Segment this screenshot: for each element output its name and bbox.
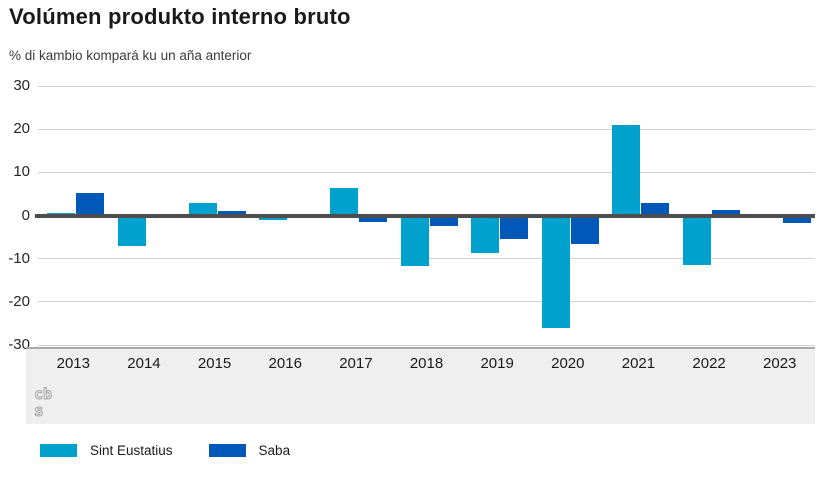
bar-saba-2021[interactable]: [641, 202, 670, 216]
svg-text:cb: cb: [34, 385, 52, 403]
y-tick--30: -30: [8, 336, 30, 353]
bar-saba-2019[interactable]: [500, 215, 529, 240]
gridline-30: [38, 85, 815, 87]
legend-swatch-saba: [208, 444, 246, 457]
bar-saba-2023[interactable]: [782, 215, 811, 223]
legend-label: Sint Eustatius: [90, 443, 173, 458]
y-tick-20: 20: [13, 120, 30, 138]
gridline-20: [38, 128, 815, 130]
bar-sint-eustatius-2020[interactable]: [541, 215, 570, 328]
chart-title: Volúmen produkto interno bruto: [9, 4, 351, 29]
x-axis-band: 2013 2014 2015 2016 2017 2018 2019 2020 2021 2022…: [26, 347, 815, 424]
bar-sint-eustatius-2022[interactable]: [683, 215, 712, 265]
x-label-2022: 2022: [692, 355, 726, 372]
bar-saba-2013[interactable]: [76, 192, 105, 216]
bar-saba-2015[interactable]: [217, 211, 246, 216]
bar-saba-2022[interactable]: [712, 209, 741, 216]
x-label-2017: 2017: [339, 355, 373, 372]
gridline--20: [38, 301, 815, 303]
x-label-2014: 2014: [127, 355, 161, 372]
bar-saba-2017[interactable]: [358, 215, 387, 223]
x-label-2018: 2018: [409, 355, 444, 372]
x-label-2021: 2021: [621, 355, 656, 372]
legend-swatch-sint-eustatius: [40, 444, 77, 457]
bar-sint-eustatius-2018[interactable]: [400, 215, 429, 266]
svg-text:s: s: [34, 401, 44, 420]
y-tick-10: 10: [13, 163, 30, 181]
bar-saba-2018[interactable]: [429, 215, 458, 226]
bar-sint-eustatius-2014[interactable]: [117, 215, 146, 246]
plot-area: [35, 85, 815, 346]
y-tick--10: -10: [8, 249, 30, 267]
x-label-2020: 2020: [551, 355, 585, 372]
y-tick-0: 0: [21, 206, 30, 224]
legend-item-saba[interactable]: Saba: [208, 443, 291, 458]
x-label-2013: 2013: [56, 355, 90, 372]
gridline--30: [38, 344, 815, 346]
bar-sint-eustatius-2017[interactable]: [329, 187, 358, 216]
bar-sint-eustatius-2015[interactable]: [188, 202, 217, 216]
cbs-logo: cb s: [34, 385, 53, 421]
x-axis-labels: 2013 2014 2015 2016 2017 2018 2019 2020 2021 2022…: [38, 355, 815, 372]
x-label-2016: 2016: [268, 355, 302, 372]
y-tick-30: 30: [13, 77, 30, 94]
y-tick--20: -20: [8, 292, 30, 310]
bar-sint-eustatius-2019[interactable]: [471, 215, 500, 254]
bar-sint-eustatius-2021[interactable]: [612, 124, 641, 216]
chart-subtitle: % di kambio kompará ku un aña anterior: [9, 48, 252, 63]
bar-saba-2020[interactable]: [570, 215, 599, 244]
legend-item-sint-eustatius[interactable]: Sint Eustatius: [40, 443, 173, 458]
legend-label: Saba: [258, 443, 291, 458]
x-label-2023: 2023: [763, 355, 797, 372]
zero-axis-line: [35, 213, 815, 218]
legend: Sint Eustatius Saba: [40, 443, 326, 458]
gridline-10: [38, 171, 815, 173]
x-label-2015: 2015: [197, 355, 232, 372]
y-axis: 30 20 10 0 -10 -20 -30: [0, 77, 30, 353]
bar-sint-eustatius-2016[interactable]: [259, 215, 288, 221]
x-label-2019: 2019: [480, 355, 514, 372]
